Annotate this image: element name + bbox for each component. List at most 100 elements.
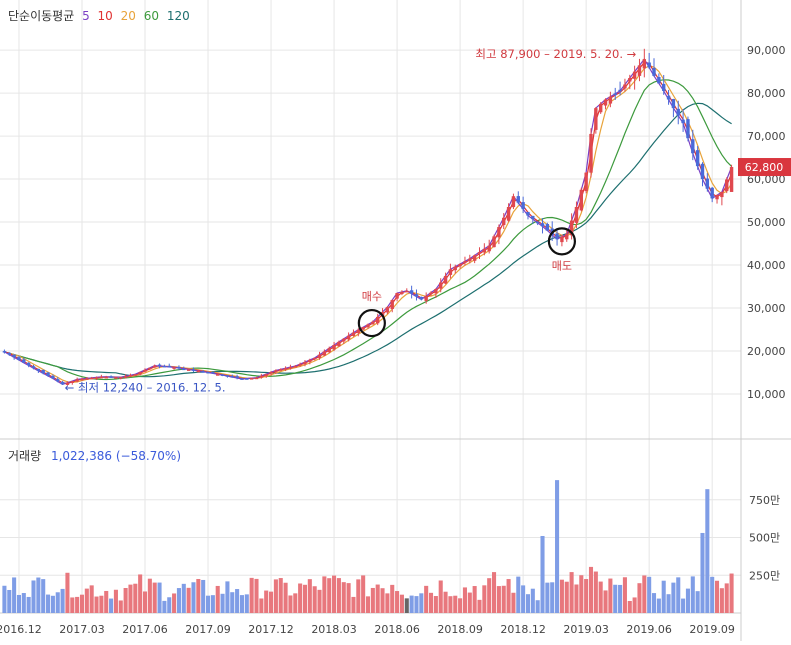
candle-body bbox=[60, 381, 65, 385]
volume-bar bbox=[676, 577, 681, 613]
candle bbox=[472, 254, 477, 264]
candle bbox=[99, 374, 104, 379]
volume-bar bbox=[443, 591, 448, 613]
volume-bar bbox=[656, 598, 661, 613]
volume-bar bbox=[647, 576, 652, 613]
volume-bar bbox=[75, 596, 80, 613]
volume-bar bbox=[395, 591, 400, 613]
candle-body bbox=[249, 378, 254, 380]
candle-body bbox=[41, 369, 45, 374]
candle bbox=[36, 368, 41, 373]
volume-bar bbox=[540, 535, 545, 613]
candle-body bbox=[206, 371, 210, 374]
candle bbox=[167, 363, 171, 368]
volume-bar bbox=[269, 591, 274, 613]
candle bbox=[676, 100, 680, 125]
candle-body bbox=[235, 376, 239, 378]
volume-bar bbox=[569, 572, 574, 613]
candle-body bbox=[65, 382, 70, 385]
candle bbox=[274, 369, 278, 375]
volume-bar bbox=[46, 594, 51, 613]
volume-bar bbox=[700, 532, 705, 613]
volume-bar bbox=[205, 595, 211, 613]
time-tick-label: 2018.06 bbox=[374, 623, 420, 636]
candle-body bbox=[502, 217, 506, 226]
candle bbox=[206, 371, 210, 374]
candle bbox=[434, 288, 438, 298]
candle-body bbox=[26, 362, 31, 366]
volume-legend-title: 거래량 bbox=[8, 449, 42, 463]
candle bbox=[482, 243, 487, 256]
candle bbox=[235, 374, 239, 380]
volume-bar bbox=[559, 579, 564, 613]
candle-body bbox=[162, 365, 167, 368]
time-tick-label: 2017.06 bbox=[122, 623, 168, 636]
candle-body bbox=[385, 307, 390, 313]
candle bbox=[148, 367, 152, 370]
candle bbox=[545, 222, 550, 231]
candle-body bbox=[652, 68, 656, 76]
volume-bar bbox=[104, 590, 109, 613]
volume-bar bbox=[172, 593, 177, 613]
time-tick-label: 2019.09 bbox=[689, 623, 735, 636]
candle bbox=[511, 193, 516, 210]
volume-legend: 거래량 1,022,386 (−58.70%) bbox=[8, 447, 181, 464]
volume-bar bbox=[259, 598, 264, 613]
volume-bar bbox=[695, 591, 700, 613]
volume-bar bbox=[390, 584, 395, 613]
candle bbox=[342, 337, 346, 344]
volume-bars bbox=[2, 480, 734, 613]
volume-bar bbox=[235, 589, 240, 613]
candle-body bbox=[177, 366, 181, 369]
candle-body bbox=[366, 324, 370, 328]
candle bbox=[119, 376, 123, 380]
price-tick-label: 80,000 bbox=[747, 87, 786, 100]
candle bbox=[89, 376, 94, 380]
volume-bar bbox=[603, 590, 608, 613]
price-tick-label: 90,000 bbox=[747, 44, 786, 57]
candle-body bbox=[220, 374, 225, 376]
candle-body bbox=[589, 133, 593, 173]
volume-bar bbox=[201, 579, 206, 613]
candle bbox=[80, 377, 84, 381]
candle bbox=[56, 377, 60, 383]
candle-body bbox=[477, 252, 482, 254]
current-price-label: 62,800 bbox=[745, 161, 784, 174]
volume-bar bbox=[375, 584, 380, 613]
time-axis: 2016.12 2017.03 2017.06 2017.09 2017.12 2018.… bbox=[0, 623, 735, 636]
candle-body bbox=[395, 292, 399, 299]
candle bbox=[453, 264, 457, 274]
candle-body bbox=[133, 374, 138, 376]
candle bbox=[671, 98, 676, 118]
volume-bar bbox=[79, 594, 85, 613]
candle-body bbox=[230, 376, 234, 378]
volume-bar bbox=[336, 578, 341, 613]
candle bbox=[114, 376, 118, 380]
candle bbox=[240, 377, 244, 380]
candle-body bbox=[31, 366, 36, 369]
volume-bar bbox=[521, 585, 526, 613]
candle-body bbox=[400, 291, 404, 294]
candle-body bbox=[157, 364, 162, 367]
candle-body bbox=[342, 338, 346, 342]
volume-bar bbox=[487, 578, 492, 613]
volume-bar bbox=[492, 572, 497, 613]
candle bbox=[540, 218, 545, 234]
candle-body bbox=[211, 371, 215, 374]
candle bbox=[196, 369, 201, 373]
volume-bar bbox=[123, 588, 128, 613]
price-grid bbox=[0, 0, 741, 613]
candle-body bbox=[279, 369, 283, 371]
candle-body bbox=[303, 361, 307, 365]
volume-bar bbox=[399, 594, 404, 613]
candle-body bbox=[240, 378, 244, 380]
candle bbox=[628, 74, 632, 90]
volume-bar bbox=[404, 598, 409, 613]
ma-period-20: 20 bbox=[120, 9, 136, 23]
candle-body bbox=[269, 372, 273, 374]
candle-body bbox=[414, 294, 419, 297]
volume-bar bbox=[419, 593, 424, 613]
candle bbox=[463, 256, 467, 266]
